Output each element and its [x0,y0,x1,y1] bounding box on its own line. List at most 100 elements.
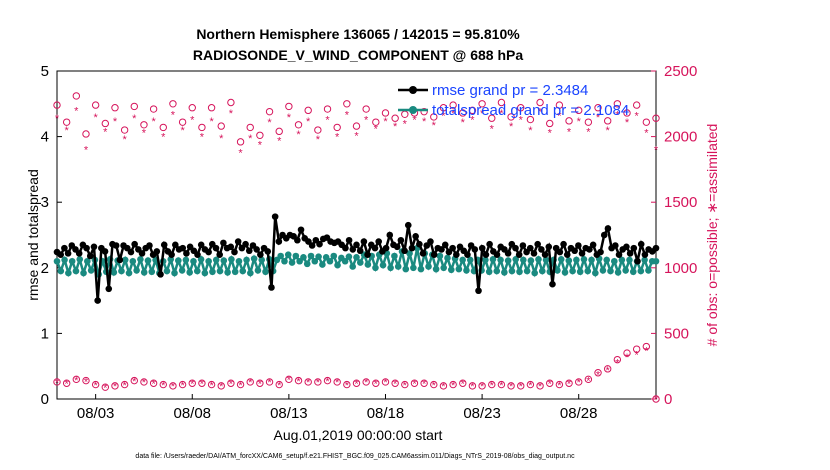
rmse-point [275,238,283,245]
obs-assimilated-point: * [267,377,272,389]
obs-assimilated-point: * [567,126,572,138]
rmse-point [160,241,168,249]
obs-possible-point [111,104,119,112]
obs-possible-point [449,101,457,109]
obs-possible-point [333,123,341,132]
obs-possible-point [459,379,467,387]
obs-possible-point [478,382,486,390]
rmse-point [408,244,416,252]
rmse-point [482,251,490,258]
obs-assimilated-point: * [354,130,359,142]
rmse-point [257,251,264,258]
rmse-point [419,250,427,257]
rmse-point [397,236,405,244]
obs-possible-point [536,98,544,107]
totalspread-point [447,266,455,274]
obs-possible-point [227,98,235,107]
totalspread-point [538,267,546,275]
rmse-point [345,236,353,244]
totalspread-point [110,269,118,276]
rmse-point [538,246,545,253]
plot-area [56,70,657,400]
totalspread-point [262,268,269,276]
obs-possible-point [53,101,61,109]
obs-assimilated-point: * [161,380,166,392]
obs-possible-point [430,380,438,389]
obs-possible-point [265,107,274,116]
totalspread-point [645,267,652,274]
obs-assimilated-point: * [354,379,359,391]
totalspread-point [303,260,311,268]
obs-possible-point [391,114,399,122]
rmse-point [427,238,434,245]
obs-assimilated-point: * [470,381,475,393]
totalspread-point [618,256,626,264]
rmse-point [386,231,394,239]
rmse-point [353,241,360,249]
obs-possible-point [236,138,245,146]
rmse-point [541,251,549,258]
obs-possible-point [603,117,612,125]
obs-possible-point [488,114,496,122]
x-tick-label: 08/28 [560,405,598,422]
rmse-point [560,240,567,248]
obs-possible-point [207,380,216,389]
totalspread-point [182,256,190,264]
obs-assimilated-point: * [577,116,582,128]
totalspread-point [216,267,224,275]
rmse-point [630,244,638,252]
obs-possible-point [420,107,428,116]
obs-assimilated-point: * [325,376,330,388]
rmse-point [61,244,68,252]
obs-assimilated-point: * [499,380,504,392]
rmse-point [112,242,120,249]
rmse-point [146,242,153,249]
obs-assimilated-point: * [403,380,408,392]
obs-assimilated-point: * [615,357,620,369]
obs-count-series: * * * * * * * * * * * * * * * * * * * * * * * * * * * * * * * * * * * * * * * *… [53,92,660,406]
obs-possible-point [526,380,535,389]
obs-assimilated-point: * [586,126,591,138]
totalspread-point [144,257,152,264]
obs-possible-point [343,380,351,389]
obs-possible-point [478,100,486,108]
obs-possible-point [304,378,312,386]
totalspread-point [133,267,140,274]
obs-possible-point [603,365,612,373]
totalspread-point [485,268,493,276]
totalspread-point [379,261,387,269]
rmse-point [575,242,582,249]
rmse-point [530,250,538,257]
obs-assimilated-point: * [422,379,427,391]
obs-possible-point [120,126,129,134]
obs-possible-point [169,382,177,390]
obs-possible-point [198,379,206,387]
rmse-point [453,251,460,258]
totalspread-point [334,261,341,269]
rmse-point [637,240,645,248]
obs-assimilated-point: * [490,124,495,136]
rmse-point [471,246,479,253]
obs-assimilated-point: * [480,108,485,120]
rmse-point [556,248,564,256]
totalspread-point [76,255,84,263]
rmse-point [234,238,242,245]
totalspread-point [569,267,576,275]
rmse-point [464,251,471,258]
obs-assimilated-point: * [94,380,99,392]
obs-possible-point [178,380,187,389]
obs-assimilated-point: * [393,379,398,391]
obs-assimilated-point: * [422,116,427,128]
obs-assimilated-point: * [557,111,562,123]
obs-assimilated-point: * [122,380,127,392]
obs-assimilated-point: * [219,133,224,145]
obs-assimilated-point: * [451,108,456,120]
totalspread-point [387,264,394,272]
obs-possible-point [575,106,583,115]
rmse-point [172,241,179,249]
totalspread-point [629,268,637,276]
obs-assimilated-point: * [461,379,466,391]
totalspread-point [588,256,595,264]
obs-assimilated-point: * [374,124,379,136]
obs-possible-point [381,109,390,117]
